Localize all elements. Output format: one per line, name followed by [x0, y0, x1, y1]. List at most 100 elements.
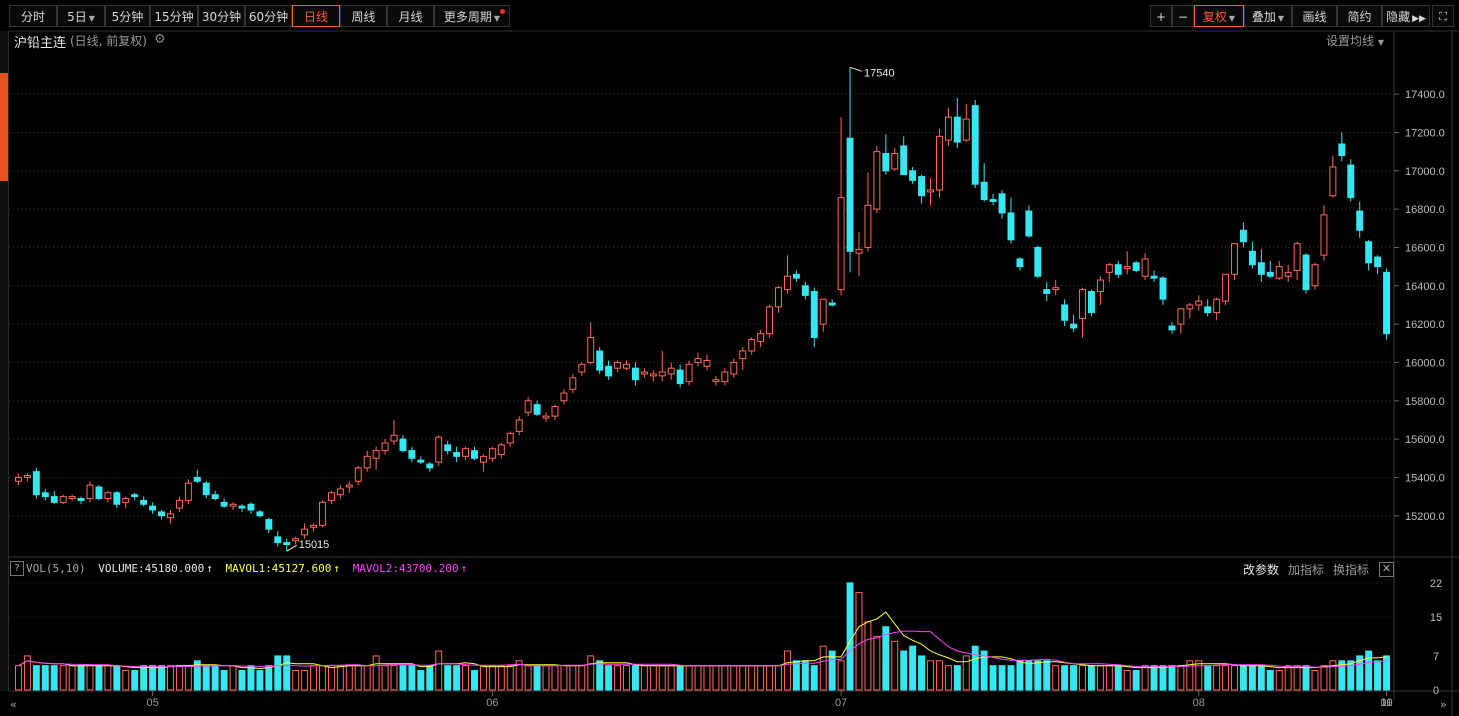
- volume-bar: [301, 670, 309, 691]
- volume-bar: [730, 665, 738, 691]
- candle-body: [193, 476, 201, 482]
- left-side-strip[interactable]: [0, 31, 9, 691]
- candle-body: [578, 363, 586, 373]
- period-more[interactable]: 更多周期 ▼: [434, 5, 510, 27]
- volume-bar: [649, 665, 657, 691]
- volume-bar: [1034, 660, 1042, 691]
- volume-bar: [372, 655, 380, 691]
- candle-body: [274, 536, 282, 544]
- volume-bar: [104, 665, 112, 691]
- simple-button[interactable]: 简约: [1337, 5, 1382, 27]
- scroll-right-icon[interactable]: »: [1440, 698, 1447, 711]
- candle-body: [247, 503, 255, 511]
- candle-body: [587, 337, 595, 363]
- candle-body: [801, 285, 809, 296]
- candle-body: [131, 494, 139, 498]
- volume-bar: [1320, 665, 1328, 691]
- volume-bar: [855, 592, 863, 691]
- price-tick-label: 17400.0: [1405, 89, 1445, 101]
- period-monthly[interactable]: 月线: [387, 5, 434, 27]
- volume-bar: [783, 650, 791, 691]
- candle-body: [1043, 289, 1051, 294]
- candle-body: [918, 176, 926, 197]
- hide-button[interactable]: 隐藏 ▶▶: [1382, 5, 1430, 27]
- candle-body: [971, 105, 979, 185]
- candle-body: [551, 406, 559, 417]
- volume-bar: [1043, 660, 1051, 691]
- x-tick-label: 06: [486, 697, 498, 709]
- candle-body: [1132, 262, 1140, 271]
- fullscreen-button[interactable]: ⛶: [1432, 5, 1454, 27]
- candle-body: [748, 338, 756, 352]
- volume-bar: [515, 660, 523, 691]
- candle-body: [59, 496, 67, 503]
- modify-params-button[interactable]: 改参数: [1243, 563, 1280, 577]
- volume-bar: [596, 660, 604, 691]
- candle-body: [1275, 266, 1283, 279]
- candle-body: [623, 363, 630, 369]
- zoom-out-button[interactable]: −: [1172, 5, 1194, 27]
- period-weekly[interactable]: 周线: [340, 5, 387, 27]
- volume-bar: [989, 665, 997, 691]
- volume-bar: [417, 670, 425, 691]
- candle-body: [363, 455, 371, 469]
- period-60min[interactable]: 60分钟: [245, 5, 292, 27]
- volume-bar: [131, 670, 139, 691]
- up-arrow-icon: ↑: [460, 561, 468, 575]
- price-tick-label: 16000.0: [1405, 357, 1445, 369]
- candle-body: [1347, 164, 1355, 199]
- candle-body: [1177, 308, 1185, 325]
- candle-body: [471, 450, 478, 459]
- add-indicator-button[interactable]: 加指标: [1288, 563, 1325, 577]
- candle-body: [381, 442, 389, 452]
- candle-body: [86, 484, 94, 500]
- period-fenshi[interactable]: 分时: [9, 5, 57, 27]
- x-tick-label: 09: [1380, 697, 1392, 709]
- candle-body: [104, 492, 112, 500]
- overlay-button[interactable]: 叠加 ▼: [1244, 5, 1292, 27]
- candle-body: [1365, 241, 1373, 264]
- draw-button[interactable]: 画线: [1292, 5, 1337, 27]
- candle-body: [265, 519, 273, 530]
- candle-body: [1257, 262, 1265, 275]
- price-tick-label: 15200.0: [1405, 511, 1445, 523]
- candle-body: [292, 538, 300, 542]
- candle-body: [283, 542, 291, 546]
- volume-bar: [184, 665, 192, 691]
- scroll-left-icon[interactable]: «: [10, 698, 17, 711]
- candle-body: [462, 448, 470, 457]
- zoom-in-button[interactable]: +: [1150, 5, 1172, 27]
- x-tick-label: 11: [1381, 697, 1392, 709]
- candle-body: [837, 197, 845, 291]
- volume-bar: [792, 660, 800, 691]
- candle-body: [739, 350, 747, 360]
- candle-body: [336, 488, 344, 496]
- candle-body: [140, 499, 148, 505]
- period-daily[interactable]: 日线: [292, 5, 340, 27]
- gear-icon[interactable]: ⚙: [154, 32, 166, 47]
- caret-down-icon: ▼: [1277, 14, 1285, 23]
- candle-body: [167, 513, 174, 519]
- period-30min[interactable]: 30分钟: [198, 5, 245, 27]
- period-5min[interactable]: 5分钟: [105, 5, 150, 27]
- volume-bar: [962, 655, 970, 691]
- period-15min[interactable]: 15分钟: [150, 5, 198, 27]
- close-icon[interactable]: ✕: [1379, 562, 1394, 577]
- help-icon[interactable]: ?: [10, 561, 24, 576]
- candle-body: [712, 379, 720, 383]
- price-tick-label: 16200.0: [1405, 319, 1445, 331]
- volume-bar: [721, 665, 729, 691]
- adjust-button[interactable]: 复权 ▼: [1194, 5, 1244, 27]
- period-5day[interactable]: 5日 ▼: [57, 5, 105, 27]
- volume-bar: [801, 660, 809, 691]
- volume-bar: [631, 665, 639, 691]
- switch-indicator-button[interactable]: 换指标: [1333, 563, 1370, 577]
- price-tick-label: 16600.0: [1405, 242, 1445, 254]
- volume-bar: [122, 670, 130, 691]
- volume-bar: [113, 665, 121, 691]
- volume-bar: [310, 665, 318, 691]
- volume-bar: [238, 670, 246, 691]
- ma-settings-button[interactable]: 设置均线 ▼: [1326, 32, 1384, 49]
- candle-body: [310, 524, 318, 528]
